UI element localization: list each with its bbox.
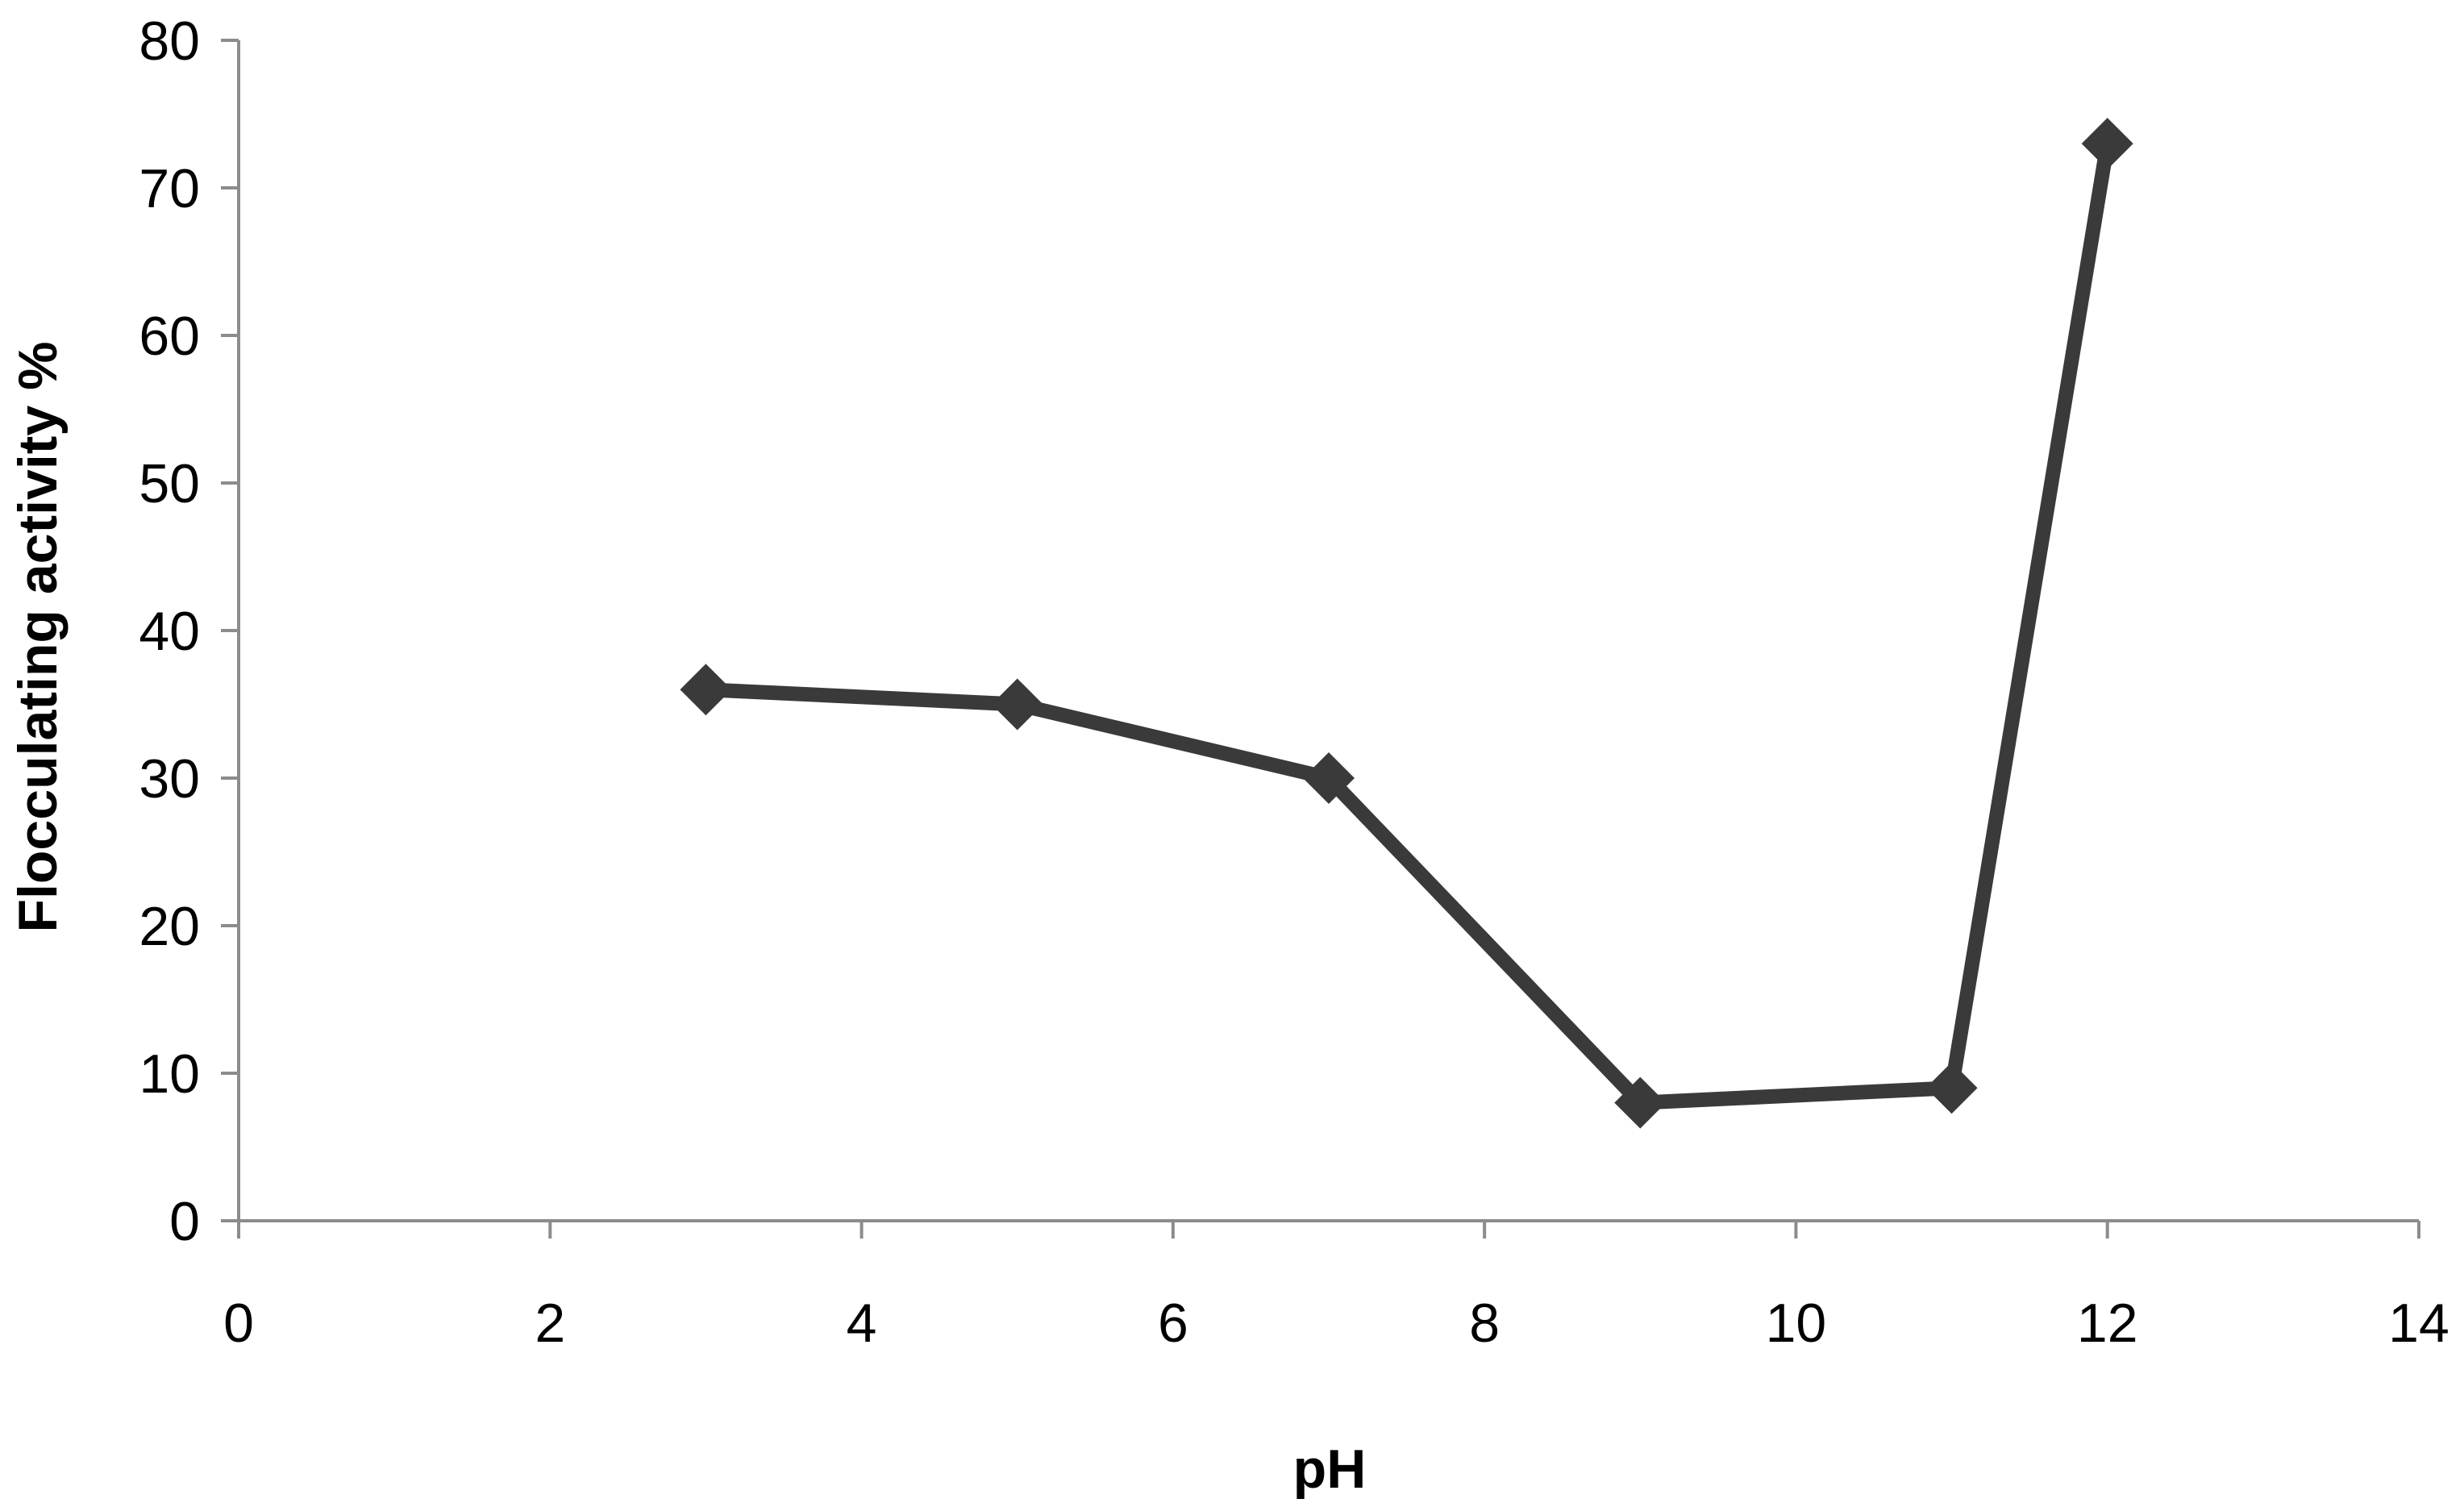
y-tick-label: 80: [139, 10, 200, 72]
x-tick-label: 12: [2077, 1293, 2138, 1354]
y-tick-label: 10: [139, 1043, 200, 1105]
data-point-marker: [680, 664, 732, 716]
x-tick-label: 10: [1766, 1293, 1827, 1354]
y-tick-label: 60: [139, 306, 200, 367]
data-point-marker: [1925, 1062, 1978, 1114]
y-tick-label: 70: [139, 158, 200, 219]
x-tick-label: 4: [847, 1293, 877, 1354]
y-tick-label: 20: [139, 896, 200, 957]
x-tick-label: 2: [535, 1293, 565, 1354]
data-point-marker: [991, 678, 1043, 731]
x-axis-ticks: 0 2 4 6 8 10 12 14: [223, 1221, 2449, 1354]
data-point-marker: [1303, 752, 1355, 804]
y-tick-label: 50: [139, 453, 200, 514]
x-tick-label: 8: [1469, 1293, 1500, 1354]
y-tick-label: 0: [169, 1191, 200, 1252]
y-tick-label: 30: [139, 748, 200, 810]
y-axis-title: Flocculating activity %: [7, 341, 69, 932]
x-axis-title: pH: [1293, 1438, 1367, 1500]
y-tick-label: 40: [139, 601, 200, 662]
data-point-marker: [1614, 1076, 1667, 1129]
y-axis-ticks: 0 10 20 30 40 50 60 70 80: [139, 10, 239, 1252]
x-tick-label: 6: [1158, 1293, 1188, 1354]
series-group: [680, 118, 2133, 1129]
x-tick-label: 0: [223, 1293, 254, 1354]
x-tick-label: 14: [2388, 1293, 2449, 1354]
series-line: [698, 136, 2115, 1110]
data-point-marker: [2081, 118, 2133, 170]
